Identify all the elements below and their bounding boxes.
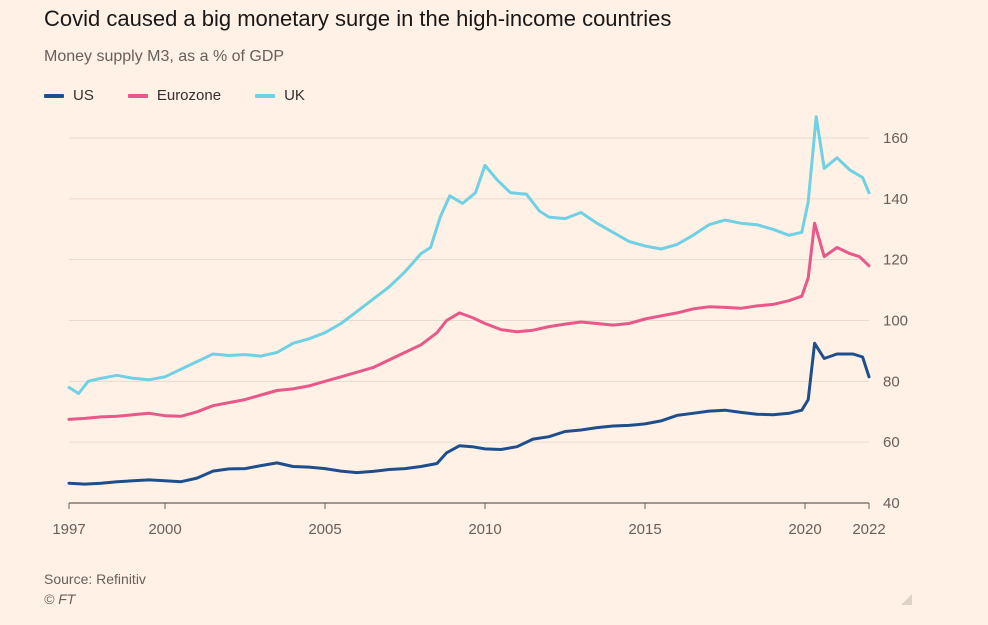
y-tick-label-160: 160 <box>883 130 908 147</box>
chart-title: Covid caused a big monetary surge in the… <box>44 6 672 31</box>
copyright-note: © FT <box>44 591 76 607</box>
legend-swatch-eurozone <box>127 93 148 98</box>
legend-label-eurozone: Eurozone <box>156 87 222 104</box>
y-tick-label-80: 80 <box>883 373 900 390</box>
y-tick-label-40: 40 <box>883 495 900 512</box>
chart-subtitle: Money supply M3, as a % of GDP <box>44 48 285 65</box>
legend-swatch-uk <box>255 93 276 98</box>
x-tick-label-2015: 2015 <box>628 521 661 538</box>
legend-label-uk: UK <box>284 87 305 104</box>
legend-item-us: US <box>44 87 94 104</box>
y-tick-label-140: 140 <box>883 191 908 208</box>
y-tick-label-100: 100 <box>883 313 908 330</box>
y-tick-label-60: 60 <box>883 434 900 451</box>
axes: 40 60 80 100 120 140 160 1997 2000 2005 2010 2015 20… <box>52 130 908 538</box>
series-line-uk <box>67 115 871 395</box>
x-tick-label-2010: 2010 <box>468 521 501 538</box>
legend-item-uk: UK <box>255 87 305 104</box>
series-lines <box>67 115 871 486</box>
series-line-us <box>67 341 871 486</box>
series-line-eurozone <box>67 221 871 421</box>
y-tick-label-120: 120 <box>883 252 908 269</box>
x-tick-label-1997: 1997 <box>52 521 85 538</box>
x-tick-label-2022: 2022 <box>852 521 885 538</box>
source-note: Source: Refinitiv <box>44 571 146 587</box>
chart-legend: US Eurozone UK <box>44 87 339 104</box>
legend-swatch-us <box>44 93 64 98</box>
grid-lines <box>69 137 869 504</box>
x-tick-label-2005: 2005 <box>308 521 341 538</box>
chart-footer: Source: Refinitiv © FT <box>44 569 146 609</box>
resize-handle-icon <box>901 594 912 605</box>
legend-item-eurozone: Eurozone <box>127 87 222 104</box>
legend-label-us: US <box>73 87 94 104</box>
x-tick-label-2000: 2000 <box>148 521 181 538</box>
x-tick-label-2020: 2020 <box>788 521 821 538</box>
